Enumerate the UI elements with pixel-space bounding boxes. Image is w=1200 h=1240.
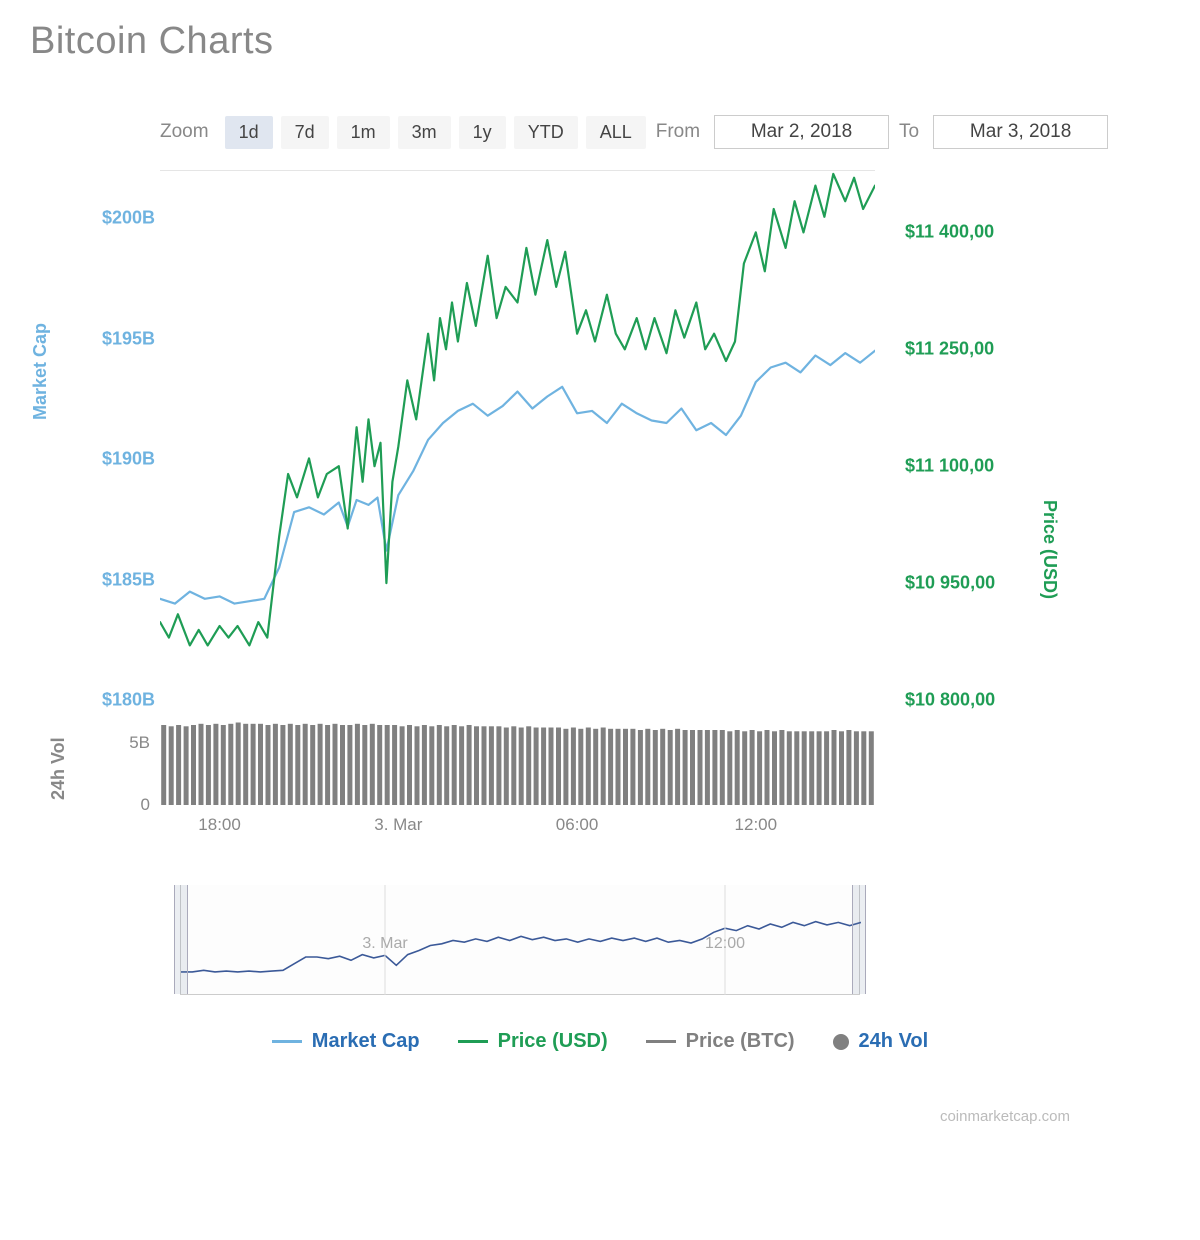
zoom-button-7d[interactable]: 7d [281,116,329,149]
nav-x-tick: 12:00 [705,935,745,953]
legend-item-market-cap[interactable]: Market Cap [272,1030,420,1053]
legend-swatch [833,1034,849,1050]
left-tick: $185B [102,569,155,590]
x-tick: 3. Mar [374,815,422,835]
x-tick: 06:00 [556,815,599,835]
navigator-chart[interactable]: 3. Mar 12:00 [180,885,860,995]
legend-swatch [646,1040,676,1043]
zoom-button-1m[interactable]: 1m [337,116,390,149]
zoom-button-1y[interactable]: 1y [459,116,506,149]
vol-tick: 5B [129,733,150,753]
legend-item-24h-vol[interactable]: 24h Vol [833,1030,929,1053]
to-date-input[interactable] [933,115,1108,149]
from-date-input[interactable] [714,115,889,149]
from-label: From [656,121,700,143]
legend-item-price-btc-[interactable]: Price (BTC) [646,1030,795,1053]
left-y-axis: $200B$195B$190B$185B$180B [60,170,155,700]
volume-chart[interactable] [160,705,875,805]
left-tick: $200B [102,208,155,229]
to-label: To [899,121,919,143]
x-tick: 18:00 [198,815,241,835]
zoom-button-all[interactable]: ALL [586,116,646,149]
left-axis-title: Market Cap [30,323,51,420]
vol-tick: 0 [141,795,150,815]
attribution: coinmarketcap.com [940,1108,1070,1125]
page-title: Bitcoin Charts [30,20,274,63]
zoom-button-ytd[interactable]: YTD [514,116,578,149]
legend-item-price-usd-[interactable]: Price (USD) [458,1030,608,1053]
main-chart[interactable] [160,170,875,700]
chart-controls: Zoom 1d7d1m3m1yYTDALL From To [160,115,1070,149]
chart-legend: Market Cap Price (USD) Price (BTC) 24h Vol [0,1030,1200,1053]
zoom-label: Zoom [160,121,209,143]
legend-label: Price (USD) [498,1030,608,1053]
right-tick: $11 100,00 [905,456,994,477]
volume-axis-title: 24h Vol [48,737,69,800]
right-tick: $11 250,00 [905,339,994,360]
right-tick: $10 950,00 [905,573,995,594]
left-tick: $190B [102,449,155,470]
legend-swatch [272,1040,302,1043]
right-tick: $10 800,00 [905,690,995,711]
nav-x-tick: 3. Mar [362,935,407,953]
legend-label: Market Cap [312,1030,420,1053]
x-tick: 12:00 [735,815,778,835]
left-tick: $195B [102,328,155,349]
legend-swatch [458,1040,488,1043]
right-y-axis: $11 400,00 $11 250,00 $11 100,00 $10 950,00… [895,170,1055,700]
nav-handle-right[interactable] [852,885,866,994]
zoom-button-3m[interactable]: 3m [398,116,451,149]
volume-y-axis: 5B0 [90,705,150,805]
nav-handle-left[interactable] [174,885,188,994]
legend-label: Price (BTC) [686,1030,795,1053]
legend-label: 24h Vol [859,1030,929,1053]
zoom-button-1d[interactable]: 1d [225,116,273,149]
x-axis: 18:00 3. Mar 06:00 12:00 [160,815,875,845]
right-tick: $11 400,00 [905,222,994,243]
